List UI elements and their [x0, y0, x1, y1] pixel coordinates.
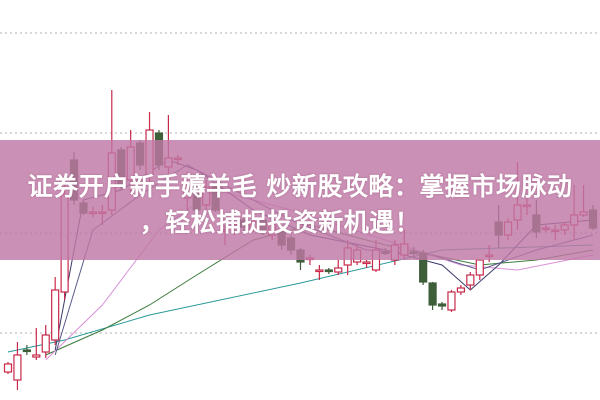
candle-up: [362, 261, 371, 265]
candle-down: [22, 349, 31, 353]
title-line-2: ，轻松捕捉投资新机遇！: [139, 208, 421, 237]
candle-down: [437, 303, 447, 307]
title-banner: 证券开户新手薅羊毛 炒新股攻略：掌握市场脉动 ，轻松捕捉投资新机遇！: [0, 140, 600, 260]
candle-up: [334, 267, 343, 273]
candle-down: [428, 282, 437, 306]
candle-down: [324, 269, 333, 273]
candle-up: [466, 274, 475, 286]
candle-up: [13, 354, 22, 381]
candle-up: [51, 289, 60, 341]
candle-up: [3, 363, 13, 373]
candle-up: [447, 291, 456, 311]
candle-up: [32, 354, 41, 358]
candle-up: [315, 269, 324, 273]
candle-up: [41, 334, 50, 353]
title-line-1: 证券开户新手薅羊毛 炒新股攻略：掌握市场脉动: [27, 172, 573, 201]
candle-up: [456, 287, 466, 293]
candle-up: [475, 259, 484, 276]
